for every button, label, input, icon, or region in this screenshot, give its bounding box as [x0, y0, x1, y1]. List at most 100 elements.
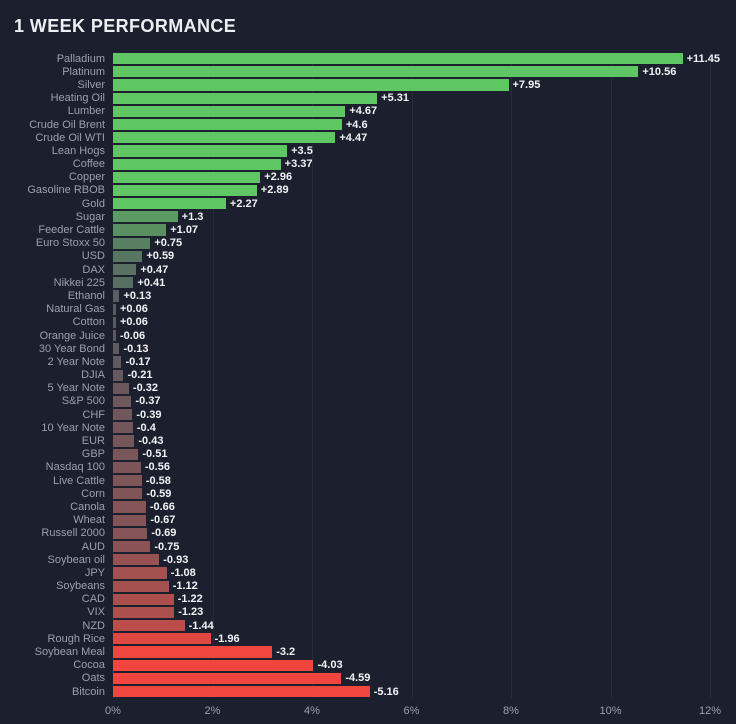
bar: [113, 250, 143, 262]
bar-value-label: +3.37: [284, 158, 313, 171]
category-label: Silver: [77, 78, 105, 91]
bar-value-label: -1.96: [214, 632, 240, 645]
category-label: Lean Hogs: [51, 144, 105, 157]
bar-value-label: -1.44: [188, 619, 214, 632]
bar-row: Rough Rice -1.96: [0, 632, 736, 645]
bar: [113, 277, 134, 289]
bar-area: -1.22: [113, 593, 710, 606]
bar-area: -0.56: [113, 461, 710, 474]
bar-row: Palladium +11.45: [0, 52, 736, 65]
bar-value-label: -0.75: [154, 540, 180, 553]
bar-area: -0.43: [113, 434, 710, 447]
bar-row: Coffee +3.37: [0, 158, 736, 171]
bar-area: -0.59: [113, 487, 710, 500]
bar-area: +10.56: [113, 65, 710, 78]
bar-area: -0.06: [113, 329, 710, 342]
bar-row: Corn -0.59: [0, 487, 736, 500]
bar: [113, 527, 148, 539]
bar: [113, 461, 141, 473]
bar-value-label: -0.67: [150, 514, 176, 527]
bar-area: -0.75: [113, 540, 710, 553]
bar-row: CHF -0.39: [0, 408, 736, 421]
bar-area: +0.06: [113, 303, 710, 316]
gridline: [212, 52, 214, 698]
bar-row: EUR -0.43: [0, 434, 736, 447]
bar: [113, 488, 143, 500]
bar-row: Nikkei 225 +0.41: [0, 276, 736, 289]
bar-value-label: +2.96: [264, 171, 293, 184]
bar-value-label: -0.32: [132, 382, 158, 395]
bar-row: Natural Gas +0.06: [0, 303, 736, 316]
category-label: Gasoline RBOB: [27, 184, 105, 197]
bar-area: -4.03: [113, 659, 710, 672]
x-tick-label: 6%: [403, 705, 420, 717]
bar: [113, 435, 135, 447]
bar-value-label: -0.66: [149, 500, 175, 513]
bar-area: +7.95: [113, 78, 710, 91]
bar-value-label: +3.5: [291, 144, 313, 157]
bar-value-label: +4.47: [339, 131, 368, 144]
x-tick-label: 2%: [204, 705, 221, 717]
category-label: Heating Oil: [50, 92, 105, 105]
bar-value-label: +0.13: [123, 289, 152, 302]
bar-area: +0.13: [113, 289, 710, 302]
bar-area: +4.47: [113, 131, 710, 144]
bar-row: Platinum +10.56: [0, 65, 736, 78]
bar-row: Silver +7.95: [0, 78, 736, 91]
bar-area: +4.67: [113, 105, 710, 118]
category-label: NZD: [82, 619, 105, 632]
bar-area: -0.37: [113, 395, 710, 408]
category-label: Cotton: [72, 316, 105, 329]
category-label: Live Cattle: [53, 474, 105, 487]
category-label: Soybean oil: [47, 553, 106, 566]
category-label: USD: [81, 250, 105, 263]
bar-row: Crude Oil Brent +4.6: [0, 118, 736, 131]
bar-value-label: +11.45: [686, 52, 720, 65]
bar: [113, 224, 167, 236]
bar-area: -0.51: [113, 448, 710, 461]
bar-area: +0.75: [113, 237, 710, 250]
bar-area: +2.89: [113, 184, 710, 197]
bar-value-label: -0.13: [123, 342, 149, 355]
bar-row: Cocoa -4.03: [0, 659, 736, 672]
bar-value-label: -1.12: [172, 580, 198, 593]
x-tick-label: 12%: [698, 705, 722, 717]
bar-value-label: -0.17: [125, 355, 151, 368]
bar-area: +0.06: [113, 316, 710, 329]
bar: [113, 237, 151, 249]
bar: [113, 145, 288, 157]
category-label: Palladium: [56, 52, 105, 65]
bar-row: Heating Oil +5.31: [0, 92, 736, 105]
bar-row: DAX +0.47: [0, 263, 736, 276]
bar: [113, 672, 342, 684]
bar-area: -0.39: [113, 408, 710, 421]
bar-area: +2.96: [113, 171, 710, 184]
bar-value-label: -3.2: [276, 646, 296, 659]
bar-value-label: +7.95: [512, 78, 541, 91]
bar-row: VIX -1.23: [0, 606, 736, 619]
bar-row: 30 Year Bond -0.13: [0, 342, 736, 355]
bar-value-label: -0.59: [146, 487, 172, 500]
bar-area: +1.07: [113, 223, 710, 236]
bar-value-label: -1.08: [170, 566, 196, 579]
bar: [113, 606, 175, 619]
bar: [113, 501, 146, 513]
bar: [113, 105, 346, 117]
category-label: Sugar: [75, 210, 105, 223]
bar-rows: Palladium +11.45 Platinum +10.56 Silver +7.95…: [0, 52, 736, 698]
bar-value-label: -0.06: [119, 329, 146, 342]
bar: [113, 66, 639, 78]
bar-area: -1.23: [113, 606, 710, 619]
bar-row: Bitcoin -5.16: [0, 685, 736, 698]
bar: [113, 356, 122, 368]
bar-value-label: +2.27: [229, 197, 258, 210]
category-label: Soybean Meal: [34, 646, 105, 659]
category-label: Nikkei 225: [53, 276, 105, 289]
bar-value-label: +2.89: [260, 184, 289, 197]
category-label: Corn: [81, 487, 105, 500]
bar-value-label: +0.59: [146, 250, 175, 263]
bar: [113, 448, 139, 460]
bar-area: +5.31: [113, 92, 710, 105]
bar-area: -0.32: [113, 382, 710, 395]
